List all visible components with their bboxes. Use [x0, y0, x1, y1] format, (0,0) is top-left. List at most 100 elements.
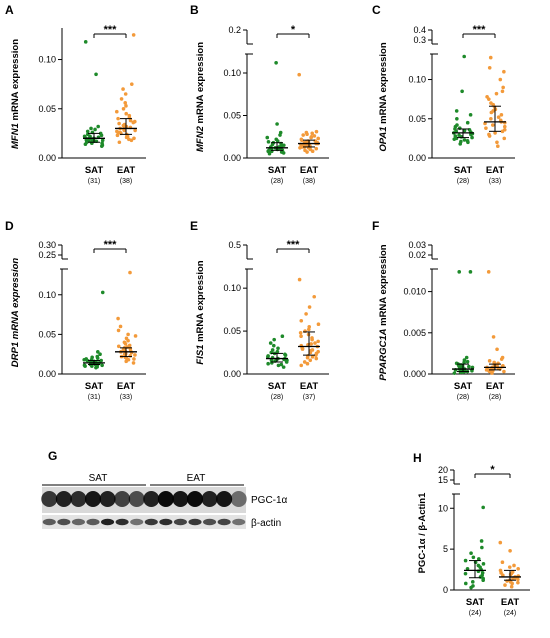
data-point — [508, 548, 512, 553]
data-point — [471, 584, 475, 588]
data-point — [457, 270, 462, 274]
data-point — [502, 69, 506, 74]
data-point — [498, 568, 503, 573]
y-tick-label: 0.10 — [223, 283, 241, 293]
data-point — [457, 133, 461, 138]
data-point — [274, 61, 278, 65]
data-point — [467, 364, 471, 369]
n-label: (33) — [489, 178, 501, 185]
data-point — [316, 136, 321, 141]
data-point — [299, 363, 304, 368]
blot-band-beta-actin — [232, 518, 246, 526]
data-point — [271, 343, 276, 348]
data-point — [299, 137, 304, 142]
data-point — [463, 558, 468, 563]
series-eat — [484, 270, 506, 375]
data-point — [459, 139, 463, 144]
data-point — [470, 135, 474, 140]
series-eat — [115, 270, 138, 365]
data-point — [265, 135, 270, 140]
data-point — [90, 355, 94, 360]
data-point — [114, 109, 119, 114]
blot-band-beta-actin — [115, 518, 129, 526]
panel-g-blot: G SAT EAT PGC-1α β-actin — [41, 449, 288, 529]
x-category-label: EAT — [300, 165, 318, 176]
data-point — [98, 352, 102, 356]
panel-e: E 0.5 0.00 0.05 0.10 FIS1 mRNA expression SAT (… — [190, 219, 329, 401]
data-point — [132, 357, 136, 361]
data-point — [470, 580, 475, 584]
data-point — [468, 113, 473, 117]
data-point — [281, 365, 286, 369]
data-point — [95, 354, 100, 359]
panel-letter: F — [372, 219, 379, 233]
blot-band-pgc1a — [99, 491, 116, 507]
data-point — [119, 97, 124, 101]
n-label: (28) — [271, 394, 283, 401]
data-point — [117, 140, 122, 145]
data-point — [304, 312, 308, 316]
data-point — [460, 89, 464, 94]
data-point — [302, 360, 307, 364]
data-point — [118, 130, 122, 135]
series-eat — [297, 72, 321, 154]
data-point — [455, 123, 459, 127]
panel-letter: D — [5, 219, 14, 233]
series-eat — [498, 540, 521, 589]
data-point — [462, 54, 466, 59]
y-tick-label: 0.25 — [38, 250, 56, 260]
series-eat — [297, 277, 321, 368]
data-point — [479, 539, 484, 543]
data-point — [276, 363, 281, 368]
data-point — [308, 358, 313, 363]
panel-letter: B — [190, 3, 199, 17]
blot-band-beta-actin — [86, 518, 100, 526]
data-point — [133, 353, 137, 357]
data-point — [470, 365, 475, 370]
y-tick-label: 0.05 — [38, 104, 56, 114]
data-point — [121, 106, 126, 111]
data-point — [502, 369, 506, 374]
data-point — [463, 581, 468, 586]
data-point — [266, 354, 270, 358]
y-tick-label: 0.4 — [413, 25, 426, 35]
series-eat — [114, 33, 137, 145]
blot-background — [42, 515, 246, 529]
y-tick-label: 5 — [443, 544, 448, 554]
data-point — [272, 337, 276, 342]
y-tick-label: 0.10 — [38, 290, 56, 300]
n-label: (28) — [489, 394, 501, 401]
data-point — [481, 562, 486, 566]
blot-band-beta-actin — [159, 518, 173, 526]
x-category-label: EAT — [486, 165, 504, 176]
y-tick-label: 10 — [438, 503, 448, 513]
panel-letter: A — [5, 3, 14, 17]
data-point — [493, 131, 497, 135]
significance-label: * — [490, 464, 495, 476]
data-point — [500, 355, 505, 360]
data-point — [453, 134, 458, 138]
data-point — [297, 277, 302, 282]
blot-band-pgc1a — [143, 491, 160, 507]
data-point — [498, 118, 503, 123]
data-point — [516, 566, 520, 571]
data-point — [126, 332, 130, 337]
data-point — [270, 348, 275, 352]
data-point — [516, 577, 520, 582]
significance-label: * — [291, 24, 296, 36]
data-point — [310, 355, 315, 359]
n-label: (38) — [120, 178, 132, 185]
data-point — [115, 129, 119, 134]
data-point — [276, 346, 280, 351]
data-point — [84, 357, 89, 361]
blot-band-pgc1a — [230, 491, 247, 507]
data-point — [313, 341, 317, 345]
x-category-label: EAT — [501, 597, 519, 608]
y-tick-label: 0.00 — [38, 153, 56, 163]
data-point — [476, 557, 481, 561]
blot-band-beta-actin — [144, 518, 158, 526]
series-sat — [463, 505, 486, 590]
y-tick-label: 0.00 — [38, 369, 56, 379]
y-axis-label: FIS1 mRNA expression — [195, 260, 206, 364]
